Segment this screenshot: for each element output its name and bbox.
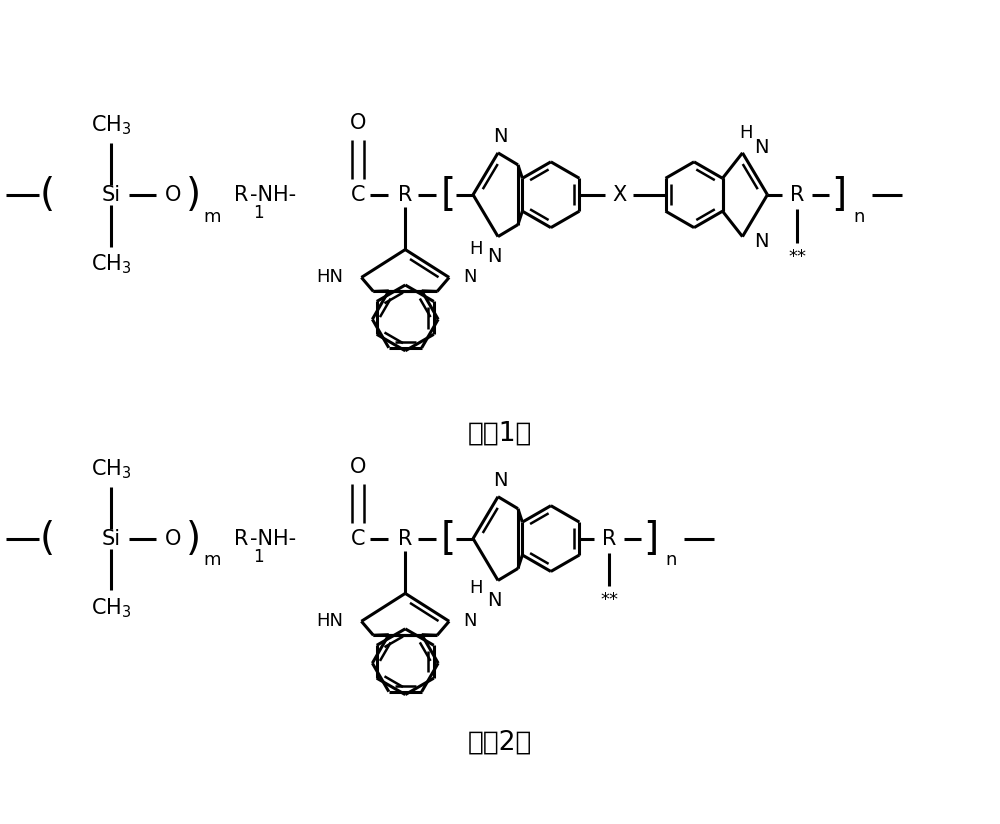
Text: N: N (463, 269, 477, 287)
Text: [: [ (441, 176, 456, 213)
Text: C: C (351, 185, 366, 204)
Text: 1: 1 (253, 547, 264, 565)
Text: N: N (754, 232, 769, 251)
Text: ): ) (186, 520, 201, 558)
Text: H: H (469, 240, 483, 258)
Text: (: ( (40, 520, 55, 558)
Text: ): ) (186, 176, 201, 213)
Text: R: R (790, 185, 805, 204)
Text: O: O (350, 113, 367, 133)
Text: **: ** (788, 247, 806, 265)
Text: HN: HN (316, 612, 343, 630)
Text: m: m (203, 551, 221, 569)
Text: Si: Si (102, 528, 121, 549)
Text: R: R (602, 528, 616, 549)
Text: N: N (493, 471, 507, 490)
Text: R: R (398, 528, 412, 549)
Text: R: R (234, 185, 248, 204)
Text: (: ( (40, 176, 55, 213)
Text: O: O (165, 185, 181, 204)
Text: ]: ] (644, 520, 659, 558)
Text: 式（1）: 式（1） (468, 421, 532, 447)
Text: C: C (351, 528, 366, 549)
Text: Si: Si (102, 185, 121, 204)
Text: N: N (463, 612, 477, 630)
Text: H: H (740, 124, 753, 142)
Text: H: H (469, 579, 483, 597)
Text: N: N (487, 247, 501, 266)
Text: O: O (165, 528, 181, 549)
Text: N: N (487, 591, 501, 610)
Text: n: n (665, 551, 677, 569)
Text: R: R (234, 528, 248, 549)
Text: O: O (350, 456, 367, 477)
Text: X: X (612, 185, 626, 204)
Text: [: [ (441, 520, 456, 558)
Text: CH$_3$: CH$_3$ (91, 457, 131, 480)
Text: n: n (853, 208, 865, 226)
Text: CH$_3$: CH$_3$ (91, 253, 131, 276)
Text: N: N (493, 128, 507, 147)
Text: CH$_3$: CH$_3$ (91, 113, 131, 137)
Text: m: m (203, 208, 221, 226)
Text: CH$_3$: CH$_3$ (91, 597, 131, 620)
Text: **: ** (600, 592, 618, 610)
Text: R: R (398, 185, 412, 204)
Text: HN: HN (316, 269, 343, 287)
Text: -NH-: -NH- (250, 528, 296, 549)
Text: ]: ] (832, 176, 847, 213)
Text: 1: 1 (253, 204, 264, 222)
Text: -NH-: -NH- (250, 185, 296, 204)
Text: 式（2）: 式（2） (468, 730, 532, 756)
Text: N: N (754, 138, 769, 157)
